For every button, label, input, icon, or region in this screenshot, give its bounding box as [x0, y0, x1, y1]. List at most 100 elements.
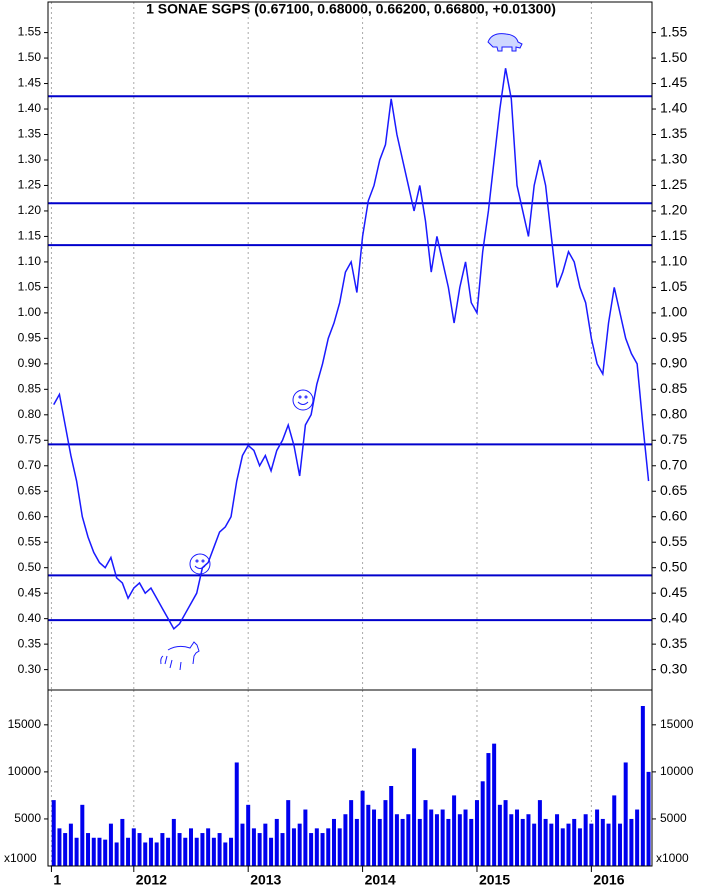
volume-bar: [74, 837, 79, 866]
volume-bar: [474, 800, 479, 866]
volume-bar: [246, 804, 251, 866]
y-tick-label: 0.75: [18, 432, 42, 446]
y-tick-label: 1.50: [660, 49, 687, 65]
volume-bar: [280, 833, 285, 866]
y-tick-label: 0.55: [18, 534, 42, 548]
y-tick-label: 1.25: [660, 176, 687, 192]
volume-bar: [211, 837, 216, 866]
volume-bar: [240, 823, 245, 866]
price-line: [53, 68, 650, 631]
y-tick-label: 1.35: [18, 127, 42, 141]
y-tick-label: 0.65: [18, 483, 42, 497]
volume-bar: [360, 790, 365, 866]
volume-bar: [560, 828, 565, 866]
y-tick-label: 0.90: [660, 355, 687, 371]
volume-bar: [469, 818, 474, 866]
y-tick-label: 15000: [660, 717, 694, 731]
smiley-icon: [292, 389, 314, 411]
volume-bar: [452, 795, 457, 866]
volume-bar: [354, 818, 359, 866]
bull-icon: [160, 641, 200, 671]
volume-bar: [86, 833, 91, 866]
volume-bar: [532, 823, 537, 866]
volume-bar: [291, 828, 296, 866]
unit-label: x1000: [4, 851, 37, 865]
volume-bar: [320, 833, 325, 866]
volume-bar: [509, 814, 514, 866]
volume-bar: [349, 800, 354, 866]
volume-bar: [303, 809, 308, 866]
y-tick-label: 1.20: [660, 202, 687, 218]
volume-bar: [589, 823, 594, 866]
y-tick-label: 0.85: [660, 380, 687, 396]
volume-bar: [417, 818, 422, 866]
y-tick-label: 1.55: [660, 23, 687, 39]
volume-bar: [108, 823, 113, 866]
volume-bar: [166, 837, 171, 866]
y-tick-label: 0.95: [660, 329, 687, 345]
volume-bar: [183, 837, 188, 866]
volume-bar: [331, 818, 336, 866]
volume-bar: [629, 818, 634, 866]
volume-bar: [200, 833, 205, 866]
volume-bar: [217, 833, 222, 866]
volume-bar: [234, 762, 239, 866]
volume-bar: [486, 753, 491, 866]
volume-bar: [131, 828, 136, 866]
y-tick-label: 0.35: [18, 636, 42, 650]
volume-bar: [566, 823, 571, 866]
volume-bar: [383, 800, 388, 866]
y-tick-label: 1.10: [18, 254, 42, 268]
y-tick-label: 1.50: [18, 50, 42, 64]
y-tick-label: 1.15: [18, 229, 42, 243]
y-tick-label: 1.55: [18, 25, 42, 39]
y-tick-label: 1.20: [18, 203, 42, 217]
volume-bar: [309, 833, 314, 866]
volume-bar: [154, 842, 159, 866]
volume-bar: [120, 818, 125, 866]
volume-bar: [91, 837, 96, 866]
volume-bar: [400, 818, 405, 866]
y-tick-label: 10000: [8, 764, 42, 778]
volume-bar: [251, 828, 256, 866]
volume-bar: [326, 828, 331, 866]
volume-bar: [515, 809, 520, 866]
y-tick-label: 0.45: [18, 585, 42, 599]
y-tick-label: 1.15: [660, 227, 687, 243]
panel-frame: [47, 689, 653, 867]
volume-bar: [429, 809, 434, 866]
y-tick-label: 0.45: [660, 584, 687, 600]
volume-bar: [543, 818, 548, 866]
volume-bar: [229, 837, 234, 866]
volume-bar: [440, 809, 445, 866]
volume-bar: [171, 818, 176, 866]
x-tick-label: 2014: [365, 872, 396, 888]
volume-bar: [549, 823, 554, 866]
y-tick-label: 0.50: [18, 560, 42, 574]
y-tick-label: 1.40: [660, 100, 687, 116]
volume-bar: [137, 833, 142, 866]
y-tick-label: 0.40: [18, 611, 42, 625]
volume-bar: [126, 837, 131, 866]
y-tick-label: 1.05: [660, 278, 687, 294]
y-tick-label: 1.00: [660, 304, 687, 320]
y-tick-label: 1.10: [660, 253, 687, 269]
y-tick-label: 1.30: [18, 152, 42, 166]
volume-bar: [148, 837, 153, 866]
x-tick-label: 2012: [136, 872, 167, 888]
y-tick-label: 0.65: [660, 482, 687, 498]
y-tick-label: 0.60: [18, 509, 42, 523]
volume-bar: [343, 814, 348, 866]
volume-bar: [526, 814, 531, 866]
volume-bar: [68, 823, 73, 866]
volume-bar: [57, 828, 62, 866]
volume-bar: [446, 818, 451, 866]
volume-bar: [274, 818, 279, 866]
y-tick-label: 0.80: [18, 407, 42, 421]
volume-bar: [572, 818, 577, 866]
x-tick-label: 2013: [250, 872, 281, 888]
volume-bar: [577, 828, 582, 866]
volume-bar: [114, 842, 119, 866]
volume-bar: [423, 800, 428, 866]
volume-bar: [337, 828, 342, 866]
